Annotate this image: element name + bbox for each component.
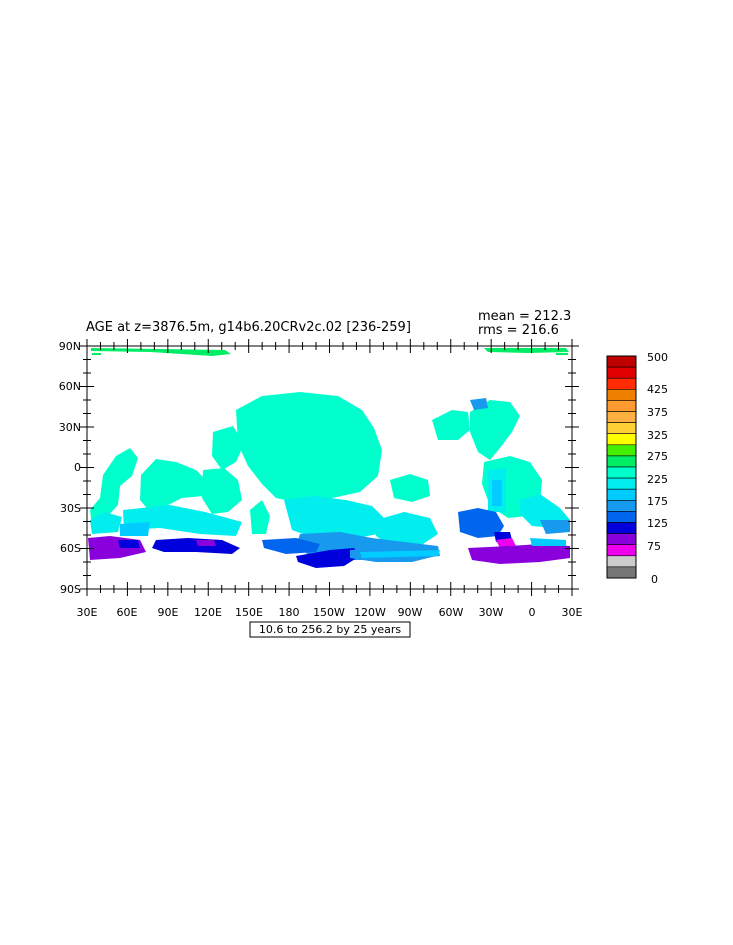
colorbar-label-75: 75 <box>647 540 661 553</box>
colorbar-cell <box>606 355 637 368</box>
lat-label-0: 0 <box>74 461 81 474</box>
longitude-labels: 30E 60E 90E 120E 150E 180 150W 120W 90W … <box>77 606 583 619</box>
lon-label-60e: 60E <box>117 606 138 619</box>
colorbar-cell <box>606 433 637 446</box>
map-ticks <box>80 339 579 596</box>
lon-label-90e: 90E <box>158 606 179 619</box>
lon-label-150w: 150W <box>313 606 345 619</box>
atlantic-east-region <box>520 494 570 528</box>
colorbar-label-425: 425 <box>647 383 668 396</box>
pacific-main-region <box>236 392 382 504</box>
indian-region-cyan <box>90 512 122 534</box>
colorbar-label-325: 325 <box>647 429 668 442</box>
southern-ocean-blue-central <box>152 538 240 554</box>
colorbar-cell <box>606 444 637 457</box>
southern-ocean-blue-west <box>118 540 140 548</box>
lon-label-30w: 30W <box>479 606 504 619</box>
lon-label-180: 180 <box>279 606 300 619</box>
rms-stat: rms = 216.6 <box>478 323 559 338</box>
colorbar-label-500: 500 <box>647 351 668 364</box>
southern-ocean-dark-blue-pacific <box>296 548 360 568</box>
colorbar-cell <box>606 366 637 379</box>
colorbar-cell <box>606 422 637 435</box>
colorbar-frame <box>606 355 637 579</box>
plot-title: AGE at z=3876.5m, g14b6.20CRv2c.02 [236-… <box>86 320 411 335</box>
colorbar-cell <box>606 466 637 479</box>
atlantic-light-blue-strip <box>492 480 502 506</box>
colorbar: 500 425 375 325 275 225 175 125 75 0 <box>606 351 668 586</box>
lon-label-60w: 60W <box>439 606 464 619</box>
lat-label-30n: 30N <box>59 421 81 434</box>
weddell-violet <box>468 544 570 564</box>
atlantic-east-blue <box>540 520 570 534</box>
indian-south-band <box>123 505 242 536</box>
contour-info-box <box>249 621 411 638</box>
weddell-magenta <box>496 538 516 548</box>
atlantic-blue-spot <box>470 398 488 410</box>
colorbar-cell <box>606 388 637 401</box>
colorbar-cell <box>606 544 637 557</box>
colorbar-label-0: 0 <box>651 573 658 586</box>
indian-central-region <box>140 459 210 512</box>
colorbar-label-175: 175 <box>647 495 668 508</box>
arctic-fleck-east <box>556 353 568 355</box>
colorbar-cell <box>606 511 637 523</box>
tasman-region <box>250 500 270 534</box>
lat-label-90n: 90N <box>59 340 81 353</box>
colorbar-cell <box>606 411 637 423</box>
lat-label-60s: 60S <box>60 542 81 555</box>
colorbar-cell <box>606 377 637 390</box>
map-area <box>80 339 579 596</box>
colorbar-cell <box>606 455 637 468</box>
weddell-blue <box>458 508 504 538</box>
latitude-labels: 90N 60N 30N 0 30S 60S 90S <box>59 340 81 596</box>
southern-ocean-deep-blue-east <box>262 538 320 554</box>
lon-label-0: 0 <box>529 606 536 619</box>
contour-info-text: 10.6 to 256.2 by 25 years <box>259 623 402 636</box>
pacific-east-patch <box>390 474 430 502</box>
colorbar-cell <box>606 477 637 490</box>
colorbar-cell <box>606 499 637 512</box>
weddell-light-cyan <box>530 538 566 546</box>
lat-label-30s: 30S <box>60 502 81 515</box>
indian-south-light-blue <box>120 522 150 536</box>
colorbar-label-225: 225 <box>647 473 668 486</box>
mean-stat: mean = 212.3 <box>478 309 571 324</box>
colorbar-cell <box>606 400 637 412</box>
colorbar-label-125: 125 <box>647 517 668 530</box>
arctic-band-east <box>484 348 569 353</box>
lon-label-90w: 90W <box>398 606 423 619</box>
atlantic-north-region <box>432 410 470 440</box>
southern-ocean-violet-mid <box>196 540 216 546</box>
colorbar-cell <box>606 522 637 534</box>
arctic-fleck <box>92 353 101 355</box>
pacific-south-region <box>284 496 386 540</box>
lon-label-120w: 120W <box>354 606 386 619</box>
lat-label-60n: 60N <box>59 380 81 393</box>
lon-label-30e: 30E <box>77 606 98 619</box>
arctic-band-west <box>91 348 231 356</box>
pacific-southeast-region <box>376 512 438 546</box>
colorbar-cells <box>606 355 637 579</box>
southern-ocean-cyan-pacific <box>360 550 440 558</box>
colorbar-cell <box>606 488 637 501</box>
indian-east-region <box>202 468 242 514</box>
colorbar-cell <box>606 533 637 545</box>
ocean-age-field <box>88 348 570 568</box>
lat-label-90s: 90S <box>60 583 81 596</box>
west-pacific-warm <box>212 426 244 470</box>
lon-label-30e-end: 30E <box>562 606 583 619</box>
atlantic-central-region <box>470 400 520 460</box>
indian-west-region <box>90 448 138 526</box>
colorbar-cell <box>606 555 637 568</box>
colorbar-label-275: 275 <box>647 450 668 463</box>
colorbar-label-375: 375 <box>647 406 668 419</box>
colorbar-cell <box>606 566 637 579</box>
lon-label-150e: 150E <box>235 606 263 619</box>
lon-label-120e: 120E <box>194 606 222 619</box>
